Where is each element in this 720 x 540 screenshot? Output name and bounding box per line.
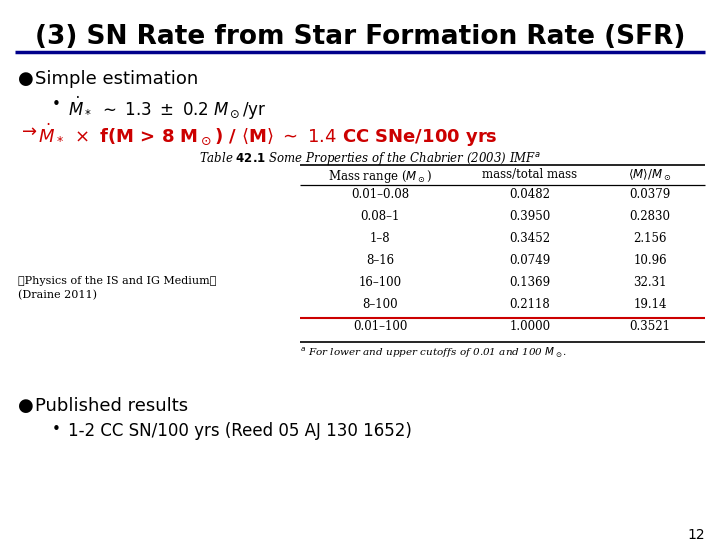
Text: 32.31: 32.31 [634, 276, 667, 289]
Text: 0.0749: 0.0749 [509, 254, 551, 267]
Text: $^a$ For lower and upper cutoffs of 0.01 and 100 $M_\odot$.: $^a$ For lower and upper cutoffs of 0.01… [300, 346, 567, 360]
Text: 16–100: 16–100 [359, 276, 402, 289]
Text: $\dot{M}_*\ \sim\ 1.3\ \pm\ 0.2\ M_\odot$/yr: $\dot{M}_*\ \sim\ 1.3\ \pm\ 0.2\ M_\odot… [68, 95, 266, 122]
Text: $\dot{M}_*\ \times$ f(M > 8 M$_\odot$) / $\langle$M$\rangle\ \sim\ 1.4$ CC SNe/1: $\dot{M}_*\ \times$ f(M > 8 M$_\odot$) /… [38, 122, 498, 149]
Text: 19.14: 19.14 [634, 298, 667, 311]
Text: 0.2830: 0.2830 [629, 210, 670, 223]
Text: 0.1369: 0.1369 [510, 276, 551, 289]
Text: (3) SN Rate from Star Formation Rate (SFR): (3) SN Rate from Star Formation Rate (SF… [35, 24, 685, 50]
Text: 0.3521: 0.3521 [629, 320, 670, 333]
Text: Simple estimation: Simple estimation [35, 70, 198, 88]
Text: 10.96: 10.96 [633, 254, 667, 267]
Text: 0.2118: 0.2118 [510, 298, 550, 311]
Text: 0.0482: 0.0482 [510, 188, 551, 201]
Text: 0.3950: 0.3950 [509, 210, 551, 223]
Text: 12: 12 [688, 528, 705, 540]
Text: 2.156: 2.156 [634, 232, 667, 245]
Text: 0.0379: 0.0379 [629, 188, 670, 201]
Text: 8–16: 8–16 [366, 254, 394, 267]
Text: •: • [52, 97, 61, 112]
Text: 0.3452: 0.3452 [510, 232, 551, 245]
Text: $\rightarrow$: $\rightarrow$ [18, 122, 37, 140]
Text: Table $\mathbf{42.1}$ Some Properties of the Chabrier (2003) IMF$^a$: Table $\mathbf{42.1}$ Some Properties of… [199, 150, 541, 167]
Text: •: • [52, 422, 61, 437]
Text: 8–100: 8–100 [362, 298, 398, 311]
Text: 1–8: 1–8 [369, 232, 390, 245]
Text: 1-2 CC SN/100 yrs (Reed 05 AJ 130 1652): 1-2 CC SN/100 yrs (Reed 05 AJ 130 1652) [68, 422, 412, 440]
Text: 1.0000: 1.0000 [510, 320, 551, 333]
Text: $\langle M\rangle/ M_\odot$: $\langle M\rangle/ M_\odot$ [629, 168, 672, 183]
Text: 『Physics of the IS and IG Medium』: 『Physics of the IS and IG Medium』 [18, 276, 217, 286]
Text: Published results: Published results [35, 397, 188, 415]
Text: ●: ● [18, 397, 34, 415]
Text: mass/total mass: mass/total mass [482, 168, 577, 181]
Text: ●: ● [18, 70, 34, 88]
Text: (Draine 2011): (Draine 2011) [18, 290, 97, 300]
Text: 0.01–0.08: 0.01–0.08 [351, 188, 409, 201]
Text: 0.08–1: 0.08–1 [360, 210, 400, 223]
Text: Mass range ($M_\odot$): Mass range ($M_\odot$) [328, 168, 432, 185]
Text: 0.01–100: 0.01–100 [353, 320, 408, 333]
